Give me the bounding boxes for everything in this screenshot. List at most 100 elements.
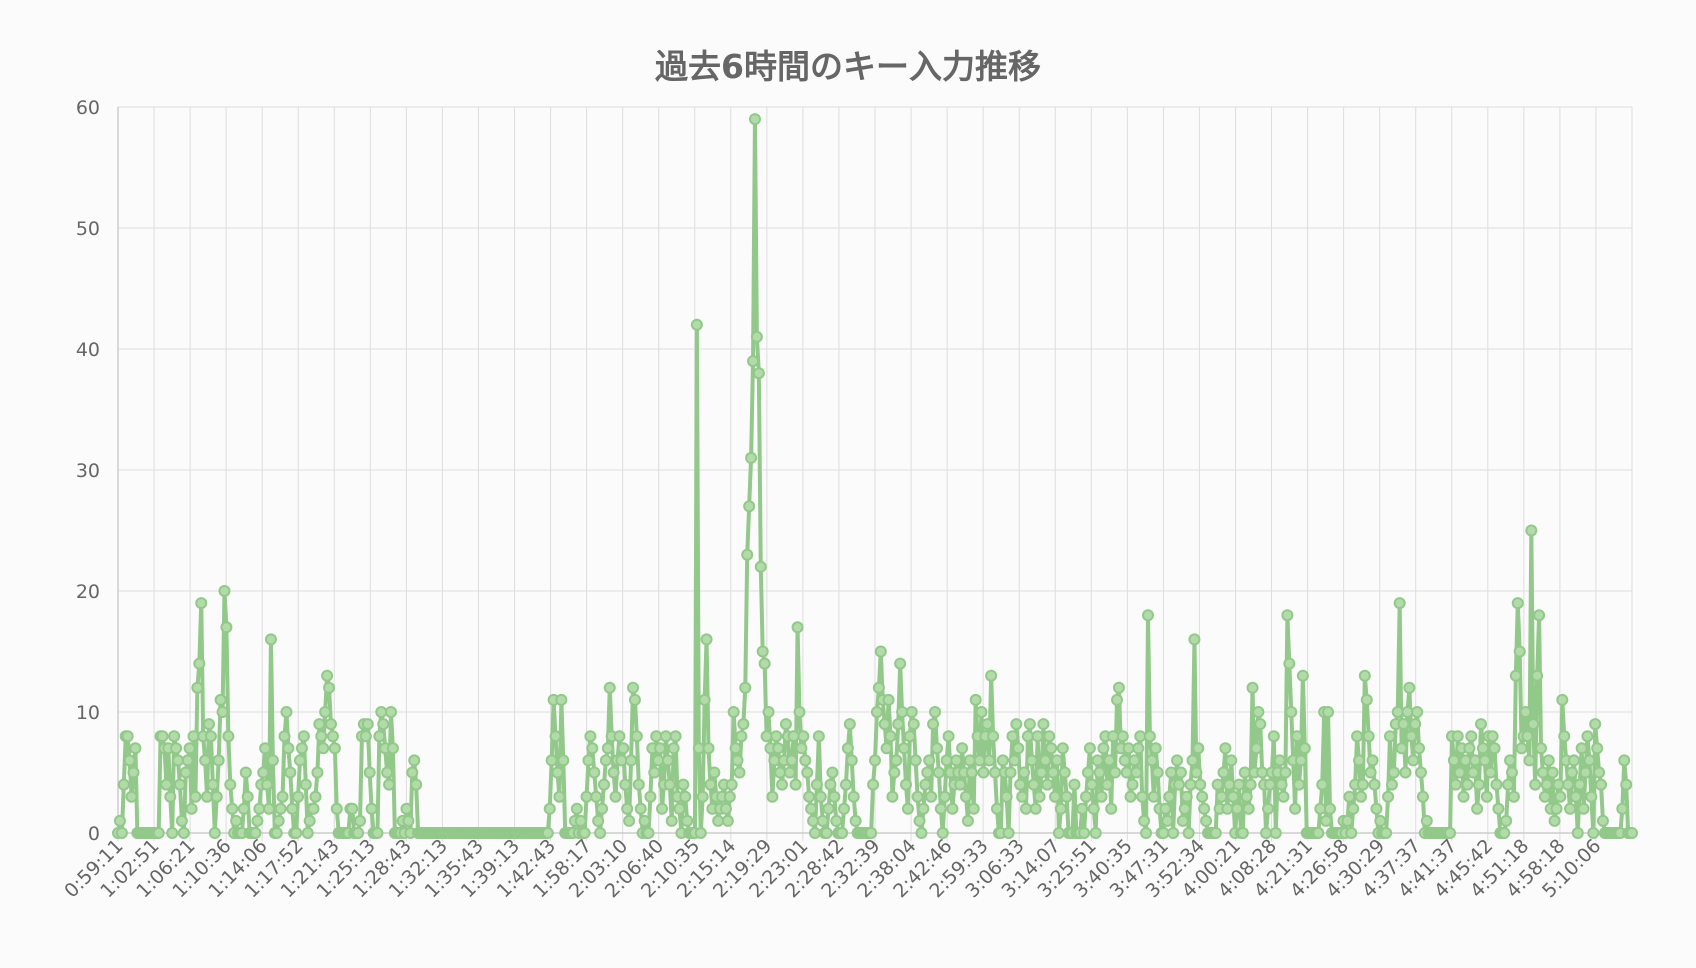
data-point [586, 742, 599, 755]
data-point [919, 778, 932, 791]
data-point [264, 633, 277, 646]
data-point [845, 754, 858, 767]
data-point [1285, 706, 1298, 718]
data-point [352, 827, 365, 839]
data-point [1143, 730, 1156, 743]
data-point [1385, 778, 1398, 791]
data-point [1380, 827, 1393, 839]
data-point [733, 766, 746, 779]
data-point [311, 766, 324, 779]
data-point [383, 778, 396, 791]
data-point [1314, 802, 1327, 815]
data-point [1360, 693, 1373, 706]
data-point [592, 814, 605, 827]
data-point [954, 778, 967, 791]
data-point [681, 814, 694, 827]
data-point [838, 802, 851, 815]
data-point [1178, 802, 1191, 815]
data-point [932, 766, 945, 779]
data-point [365, 802, 378, 815]
data-point [789, 778, 802, 791]
data-point [822, 802, 835, 815]
data-point [1027, 778, 1040, 791]
data-point [836, 827, 849, 839]
data-point [1575, 742, 1588, 755]
data-point [1171, 754, 1184, 767]
data-point [202, 718, 215, 731]
data-point [1132, 742, 1145, 755]
data-point [183, 742, 196, 755]
data-point [663, 778, 676, 791]
data-point [830, 814, 843, 827]
data-point [1476, 742, 1489, 755]
data-point [983, 754, 996, 767]
data-point [375, 706, 388, 718]
data-point [177, 827, 190, 839]
data-point [1577, 802, 1590, 815]
data-point [266, 754, 279, 767]
data-point [625, 754, 638, 767]
data-point [1002, 827, 1015, 839]
data-point [1515, 742, 1528, 755]
data-point [160, 778, 173, 791]
data-point [195, 597, 208, 610]
data-point [290, 827, 303, 839]
data-point [975, 706, 988, 718]
data-point [1341, 814, 1354, 827]
data-point [1558, 730, 1571, 743]
data-point [905, 706, 918, 718]
data-point [865, 827, 878, 839]
data-point [1486, 730, 1499, 743]
data-point [1240, 790, 1253, 803]
data-point [1589, 718, 1602, 731]
data-point [1231, 802, 1244, 815]
data-point [1025, 754, 1038, 767]
data-point [1465, 730, 1478, 743]
data-point [1184, 778, 1197, 791]
data-point [1473, 778, 1486, 791]
data-point [222, 730, 235, 743]
data-point [1021, 730, 1034, 743]
data-point [692, 742, 705, 755]
data-point [737, 718, 750, 731]
data-point [191, 681, 204, 694]
data-point [1236, 827, 1249, 839]
data-point [121, 730, 134, 743]
data-point [596, 802, 609, 815]
data-point [1626, 827, 1638, 839]
data-point [1562, 778, 1575, 791]
data-point [1471, 802, 1484, 815]
data-point [1416, 790, 1429, 803]
data-point [261, 778, 274, 791]
data-point [346, 802, 359, 815]
data-point [172, 754, 185, 767]
data-point [179, 766, 192, 779]
data-point [303, 814, 316, 827]
data-point [1126, 778, 1139, 791]
data-point [1165, 766, 1178, 779]
data-point [1505, 766, 1518, 779]
data-point [237, 802, 250, 815]
data-point [1409, 718, 1422, 731]
data-point [1529, 778, 1542, 791]
data-point [1056, 742, 1069, 755]
data-point [617, 742, 630, 755]
data-point [317, 742, 330, 755]
data-point [189, 790, 202, 803]
data-point [1538, 790, 1551, 803]
data-point [1128, 754, 1141, 767]
data-point [739, 681, 752, 694]
data-point [799, 754, 812, 767]
data-point [1109, 766, 1122, 779]
data-point [1595, 778, 1608, 791]
data-point [1504, 754, 1517, 767]
data-point [874, 645, 887, 658]
data-point [253, 802, 266, 815]
data-point [278, 730, 291, 743]
data-point [847, 790, 860, 803]
data-point [1354, 790, 1367, 803]
data-point [1322, 706, 1335, 718]
data-point [1273, 754, 1286, 767]
data-point [1366, 754, 1379, 767]
